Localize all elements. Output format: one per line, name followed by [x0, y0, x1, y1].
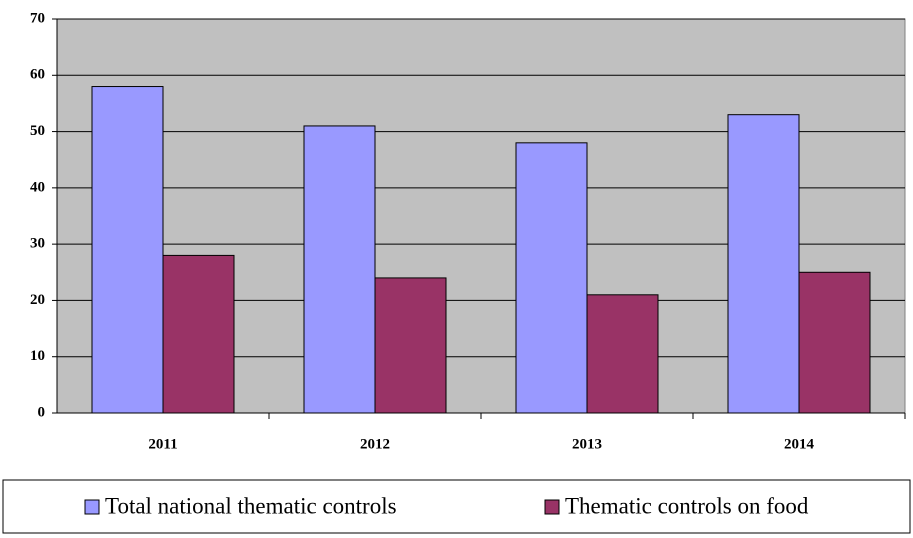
x-tick-label: 2011: [148, 436, 177, 452]
bar: [586, 294, 659, 414]
x-tick-label: 2014: [784, 436, 815, 452]
y-tick-label: 0: [38, 404, 46, 420]
x-tick-label: 2012: [360, 436, 390, 452]
bar: [374, 277, 447, 414]
bar: [162, 254, 235, 414]
bar: [798, 271, 871, 414]
legend: [2, 479, 911, 534]
legend-label: Total national thematic controls: [105, 493, 397, 518]
y-tick-label: 40: [30, 179, 45, 195]
y-tick-label: 60: [30, 67, 45, 83]
x-tick-label: 2013: [572, 436, 602, 452]
bar: [515, 142, 588, 414]
legend-label: Thematic controls on food: [565, 493, 809, 518]
y-tick-label: 70: [30, 10, 45, 26]
bar: [303, 125, 376, 414]
y-tick-label: 30: [30, 236, 45, 252]
y-tick-label: 50: [30, 123, 45, 139]
bar: [91, 86, 164, 414]
y-tick-label: 10: [30, 348, 45, 364]
legend-swatch: [84, 499, 100, 515]
y-tick-label: 20: [30, 292, 45, 308]
legend-swatch: [544, 499, 560, 515]
bar: [727, 114, 800, 414]
